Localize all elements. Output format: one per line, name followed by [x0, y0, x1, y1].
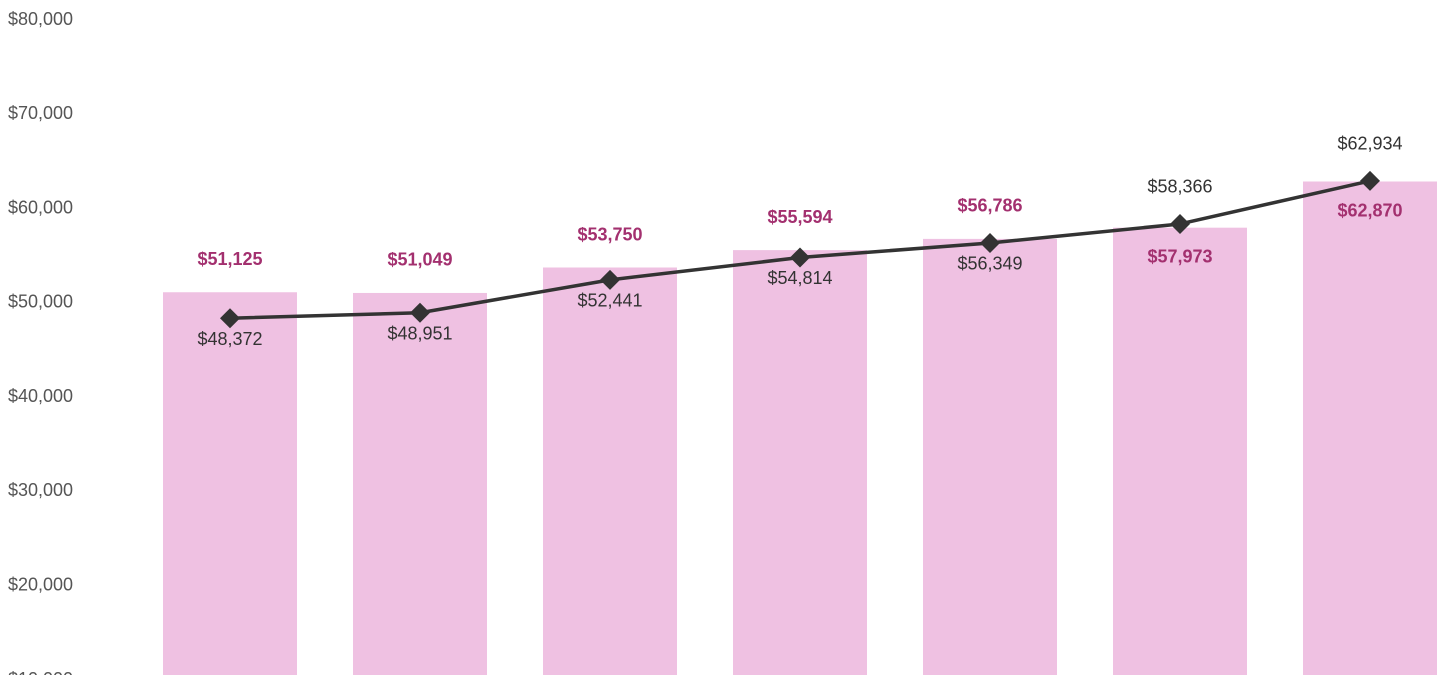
bar — [163, 292, 297, 675]
y-tick-label: $30,000 — [8, 480, 73, 500]
y-tick-label: $70,000 — [8, 103, 73, 123]
y-tick-label: $20,000 — [8, 574, 73, 594]
y-tick-label: $60,000 — [8, 197, 73, 217]
bar — [543, 267, 677, 675]
bar-value-label: $53,750 — [577, 224, 642, 244]
bar-value-label: $55,594 — [767, 207, 832, 227]
bar-value-label: $57,973 — [1147, 246, 1212, 266]
line-marker — [790, 247, 810, 268]
line-marker — [410, 302, 430, 323]
bar — [353, 292, 487, 675]
bar-value-label: $56,786 — [957, 196, 1022, 216]
bar-value-label: $51,125 — [197, 249, 262, 269]
y-tick-label: $80,000 — [8, 9, 73, 29]
bar — [1113, 227, 1247, 675]
line-value-label: $54,814 — [767, 268, 832, 288]
line-value-label: $58,366 — [1147, 177, 1212, 197]
line-value-label: $56,349 — [957, 254, 1022, 274]
bar — [923, 238, 1057, 675]
y-tick-label: $10,000 — [8, 669, 73, 675]
line-marker — [220, 308, 240, 329]
line-marker — [1360, 170, 1380, 191]
line-marker — [980, 232, 1000, 253]
bar — [733, 250, 867, 675]
line-value-label: $62,934 — [1337, 134, 1402, 154]
line-value-label: $48,372 — [197, 329, 262, 349]
bar-value-label: $51,049 — [387, 250, 452, 270]
y-tick-label: $50,000 — [8, 292, 73, 312]
line-marker — [1170, 213, 1190, 234]
line-value-label: $52,441 — [577, 291, 642, 311]
bar-value-label: $62,870 — [1337, 200, 1402, 220]
line-marker — [600, 269, 620, 290]
y-tick-label: $40,000 — [8, 386, 73, 406]
bar — [1303, 181, 1437, 675]
line-value-label: $48,951 — [387, 323, 452, 343]
